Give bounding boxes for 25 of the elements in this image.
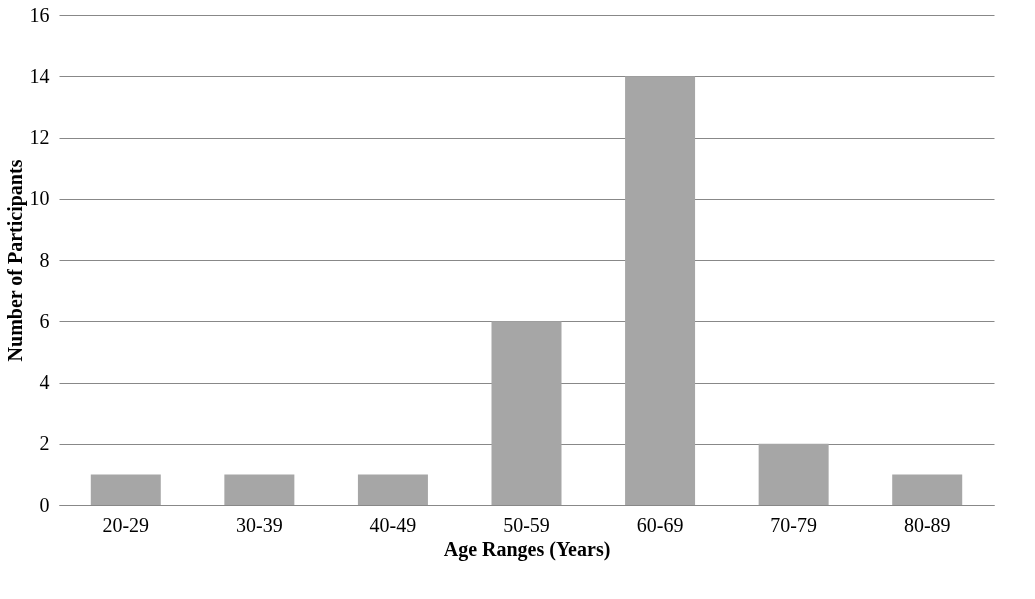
bar bbox=[224, 474, 295, 505]
y-tick-label: 2 bbox=[39, 432, 50, 455]
y-tick-label: 14 bbox=[29, 64, 50, 87]
y-tick-label: 10 bbox=[29, 187, 50, 210]
x-tick-label: 70-79 bbox=[770, 513, 817, 536]
y-tick-label: 4 bbox=[39, 371, 50, 393]
y-tick-label: 6 bbox=[39, 309, 50, 332]
bar bbox=[357, 474, 428, 505]
x-tick-label: 40-49 bbox=[369, 513, 417, 536]
x-axis-title: Age Ranges (Years) bbox=[443, 537, 611, 561]
bar bbox=[90, 474, 161, 505]
x-tick-label: 20-29 bbox=[102, 513, 150, 536]
bar bbox=[758, 443, 829, 505]
x-tick-label: 60-69 bbox=[636, 513, 684, 536]
bar bbox=[625, 76, 696, 505]
y-tick-label: 8 bbox=[39, 248, 50, 271]
x-tick-label: 80-89 bbox=[903, 513, 951, 536]
y-tick-label: 12 bbox=[29, 126, 50, 148]
y-axis-title: Number of Participants bbox=[3, 159, 27, 362]
bar bbox=[491, 321, 562, 505]
x-tick-label: 50-59 bbox=[503, 513, 550, 536]
x-tick-label: 30-39 bbox=[236, 513, 283, 536]
y-tick-label: 0 bbox=[39, 493, 50, 516]
y-tick-label: 16 bbox=[29, 3, 50, 26]
bar bbox=[892, 474, 963, 505]
